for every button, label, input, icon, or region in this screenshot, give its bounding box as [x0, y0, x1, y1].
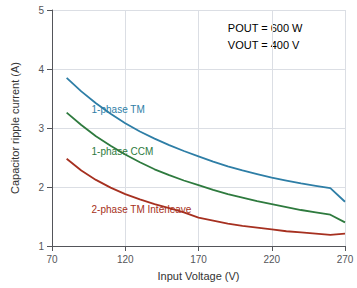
svg-text:POUT = 600 W: POUT = 600 W — [228, 22, 303, 34]
svg-text:220: 220 — [263, 254, 280, 265]
svg-text:5: 5 — [38, 5, 44, 16]
svg-text:2-phase TM Interleave: 2-phase TM Interleave — [92, 204, 192, 215]
svg-text:2: 2 — [38, 182, 44, 193]
svg-text:3: 3 — [38, 123, 44, 134]
svg-text:70: 70 — [46, 254, 58, 265]
svg-text:120: 120 — [117, 254, 134, 265]
svg-text:4: 4 — [38, 64, 44, 75]
svg-text:Input Voltage (V): Input Voltage (V) — [158, 270, 240, 282]
svg-text:270: 270 — [337, 254, 354, 265]
svg-text:1-phase TM: 1-phase TM — [92, 104, 145, 115]
svg-text:Capacitor ripple current (A): Capacitor ripple current (A) — [9, 62, 21, 194]
svg-text:170: 170 — [190, 254, 207, 265]
svg-text:VOUT = 400 V: VOUT = 400 V — [228, 39, 300, 51]
svg-text:1-phase CCM: 1-phase CCM — [92, 146, 154, 157]
svg-text:1: 1 — [38, 241, 44, 252]
